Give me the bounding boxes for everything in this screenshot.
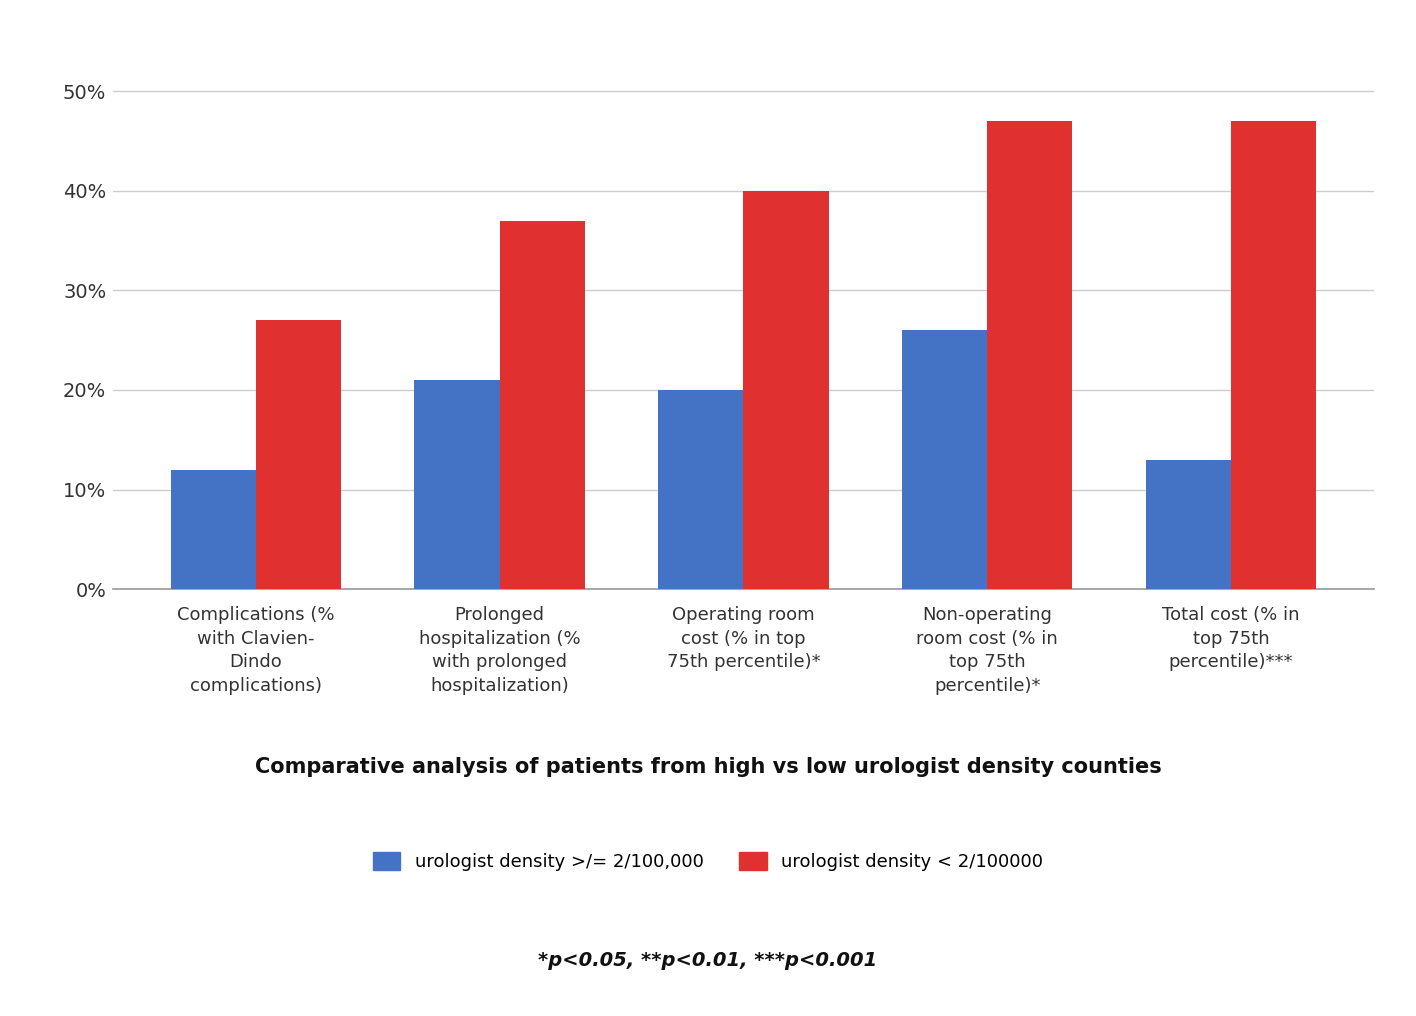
Legend: urologist density >/= 2/100,000, urologist density < 2/100000: urologist density >/= 2/100,000, urologi… [364, 842, 1052, 880]
Bar [500, 220, 585, 589]
Bar [658, 390, 743, 589]
Bar [1146, 459, 1231, 589]
Bar [902, 330, 987, 589]
Bar [987, 121, 1072, 589]
Bar [170, 469, 256, 589]
Bar [415, 380, 500, 589]
Bar [256, 320, 341, 589]
Bar [1231, 121, 1317, 589]
Text: *p<0.05, **p<0.01, ***p<0.001: *p<0.05, **p<0.01, ***p<0.001 [538, 951, 878, 969]
Bar [743, 191, 828, 589]
Text: Comparative analysis of patients from high vs low urologist density counties: Comparative analysis of patients from hi… [255, 757, 1161, 777]
